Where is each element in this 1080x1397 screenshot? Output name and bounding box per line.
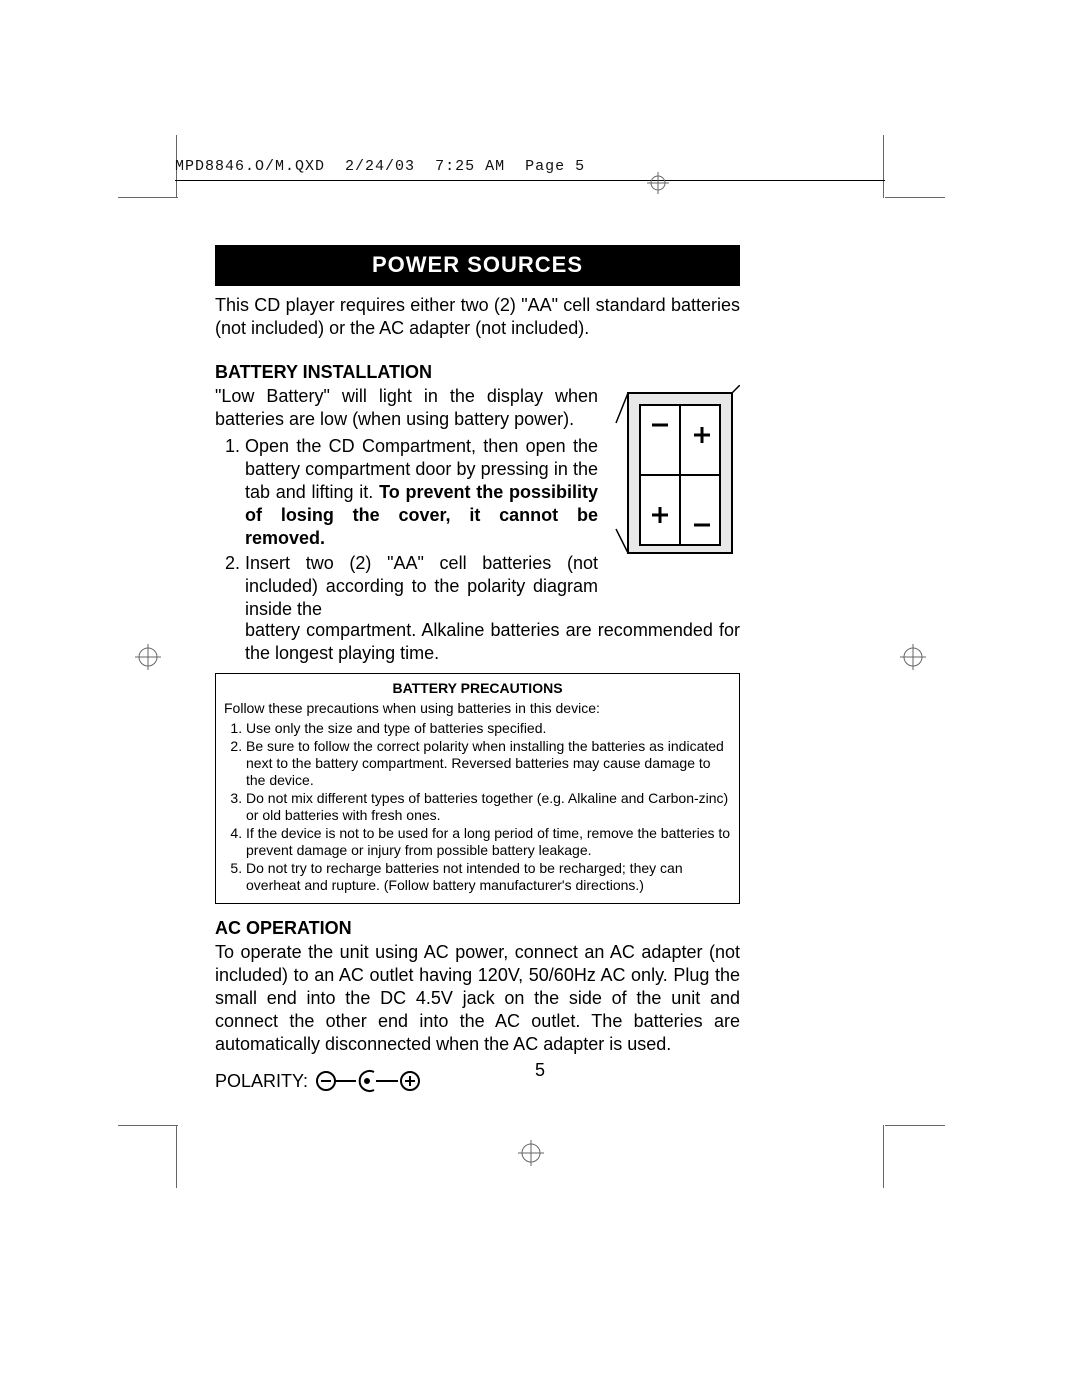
- intro-text: This CD player requires either two (2) "…: [215, 294, 740, 340]
- precautions-title: BATTERY PRECAUTIONS: [224, 680, 731, 696]
- crop-mark: [885, 1125, 945, 1126]
- crop-mark: [118, 197, 178, 198]
- page: MPD8846.O/M.QXD 2/24/03 7:25 AM Page 5 P…: [0, 0, 1080, 1397]
- document-header: MPD8846.O/M.QXD 2/24/03 7:25 AM Page 5: [175, 155, 885, 181]
- registration-mark-icon: [135, 644, 161, 670]
- battery-lead: "Low Battery" will light in the display …: [215, 385, 598, 431]
- battery-installation-block: "Low Battery" will light in the display …: [215, 385, 740, 623]
- header-filename: MPD8846.O/M.QXD: [175, 158, 325, 175]
- precaution-item: If the device is not to be used for a lo…: [246, 825, 731, 859]
- precaution-item: Do not mix different types of batteries …: [246, 790, 731, 824]
- crop-mark: [883, 1125, 884, 1188]
- header-date: 2/24/03: [345, 158, 415, 175]
- battery-installation-text: "Low Battery" will light in the display …: [215, 385, 598, 623]
- crop-mark: [885, 197, 945, 198]
- header-time: 7:25 AM: [435, 158, 505, 175]
- precautions-list: Use only the size and type of batteries …: [224, 720, 731, 895]
- content-column: POWER SOURCES This CD player requires ei…: [215, 245, 740, 1094]
- page-number: 5: [0, 1060, 1080, 1081]
- precaution-item: Be sure to follow the correct polarity w…: [246, 738, 731, 789]
- battery-step-2b: battery compartment. Alkaline batteries …: [215, 619, 740, 665]
- crop-mark: [176, 1125, 177, 1188]
- battery-precautions-box: BATTERY PRECAUTIONS Follow these precaut…: [215, 673, 740, 904]
- registration-mark-icon: [518, 1140, 544, 1166]
- battery-compartment-diagram: [610, 385, 740, 565]
- precaution-item: Do not try to recharge batteries not int…: [246, 860, 731, 894]
- ac-operation-text: To operate the unit using AC power, conn…: [215, 941, 740, 1056]
- precaution-item: Use only the size and type of batteries …: [246, 720, 731, 737]
- battery-steps: Open the CD Compartment, then open the b…: [215, 435, 598, 621]
- battery-step-2a: Insert two (2) "AA" cell batteries (not …: [245, 552, 598, 621]
- registration-mark-icon: [900, 644, 926, 670]
- section-banner: POWER SOURCES: [215, 245, 740, 286]
- registration-mark-icon: [587, 155, 609, 177]
- battery-step-1: Open the CD Compartment, then open the b…: [245, 435, 598, 550]
- precautions-lead: Follow these precautions when using batt…: [224, 700, 731, 717]
- crop-mark: [118, 1125, 178, 1126]
- heading-ac-operation: AC OPERATION: [215, 918, 740, 939]
- heading-battery-installation: BATTERY INSTALLATION: [215, 362, 740, 383]
- header-page: Page 5: [525, 158, 585, 175]
